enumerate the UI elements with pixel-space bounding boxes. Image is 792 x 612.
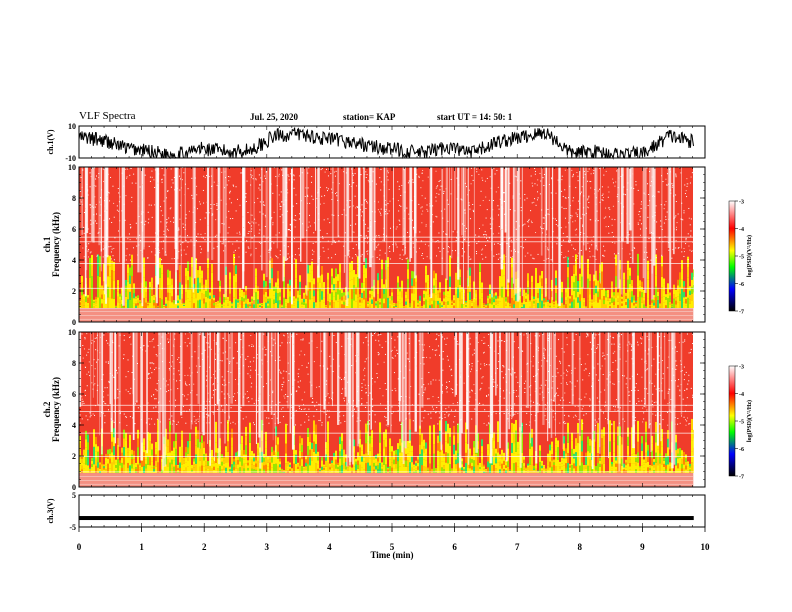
- colorbar-ch2-tick-label: -4: [739, 392, 744, 398]
- spec2-tick-label: 2: [72, 452, 76, 461]
- colorbar-ch2: [728, 365, 736, 477]
- colorbar-ch1-tick-label: -5: [739, 255, 744, 261]
- colorbar-ch2-label: log(PSD)(V²/Hz): [746, 400, 753, 442]
- colorbar-ch1: [728, 200, 736, 312]
- x-axis-label: Time (min): [370, 550, 413, 560]
- chart-title: VLF Spectra: [79, 110, 136, 122]
- station-label: station= KAP: [343, 112, 396, 122]
- x-tick-label: 2: [202, 542, 207, 552]
- x-tick-label: 9: [640, 542, 645, 552]
- ch1-tick-label: 10: [68, 122, 76, 131]
- colorbar-ch1-label: log(PSD)(V²/Hz): [746, 235, 753, 277]
- spec1-tick-label: 10: [68, 163, 76, 172]
- spec1-tick-label: 8: [72, 194, 76, 203]
- spectrogram-ch2: [79, 332, 705, 487]
- spec1-tick-label: 2: [72, 287, 76, 296]
- spec1-tick-label: 0: [72, 318, 76, 327]
- ch3-axis-label: ch.3(V): [46, 498, 55, 523]
- colorbar-ch2-tick-label: -5: [739, 420, 744, 426]
- x-tick-label: 3: [265, 542, 270, 552]
- x-tick-label: 8: [578, 542, 583, 552]
- spec2-axis-label: ch.2Frequency (kHz): [42, 377, 61, 442]
- colorbar-ch1-tick-label: -7: [739, 310, 744, 316]
- colorbar-ch2-tick-label: -6: [739, 447, 744, 453]
- spec1-tick-label: 6: [72, 225, 76, 234]
- x-tick-label: 1: [139, 542, 144, 552]
- start-time-label: start UT = 14: 50: 1: [437, 112, 513, 122]
- ch1-axis-label: ch.1(V): [46, 129, 55, 154]
- spec2-tick-label: 10: [68, 328, 76, 337]
- x-tick-label: 0: [77, 542, 82, 552]
- ch1-tick-label: -10: [65, 154, 76, 163]
- date-label: Jul. 25, 2020: [250, 112, 299, 122]
- x-tick-label: 7: [515, 542, 520, 552]
- x-tick-label: 4: [327, 542, 332, 552]
- colorbar-ch1-tick-label: -4: [739, 227, 744, 233]
- spectrogram-ch1: [79, 167, 705, 322]
- colorbar-ch2-tick-label: -3: [739, 365, 744, 371]
- colorbar-ch2-tick-label: -7: [739, 475, 744, 481]
- ch3-tick-label: 5: [72, 491, 76, 500]
- colorbar-ch1-tick-label: -3: [739, 200, 744, 206]
- spec1-tick-label: 4: [72, 256, 76, 265]
- spec2-tick-label: 8: [72, 359, 76, 368]
- ch3-waveform-band: [79, 516, 694, 521]
- ch1-waveform-line: [78, 127, 694, 160]
- ch1-waveform-trace: [78, 127, 694, 160]
- x-tick-label: 10: [701, 542, 711, 552]
- ch3-waveform-trace: [79, 516, 694, 521]
- spec2-tick-label: 6: [72, 390, 76, 399]
- ch3-panel-frame: [78, 494, 706, 528]
- spec2-tick-label: 4: [72, 421, 76, 430]
- ch3-tick-label: -5: [69, 523, 76, 532]
- spec1-axis-label: ch.1Frequency (kHz): [42, 212, 61, 277]
- spec2-tick-label: 0: [72, 483, 76, 492]
- colorbar-ch1-tick-label: -6: [739, 282, 744, 288]
- x-tick-label: 5: [390, 542, 395, 552]
- x-tick-label: 6: [452, 542, 457, 552]
